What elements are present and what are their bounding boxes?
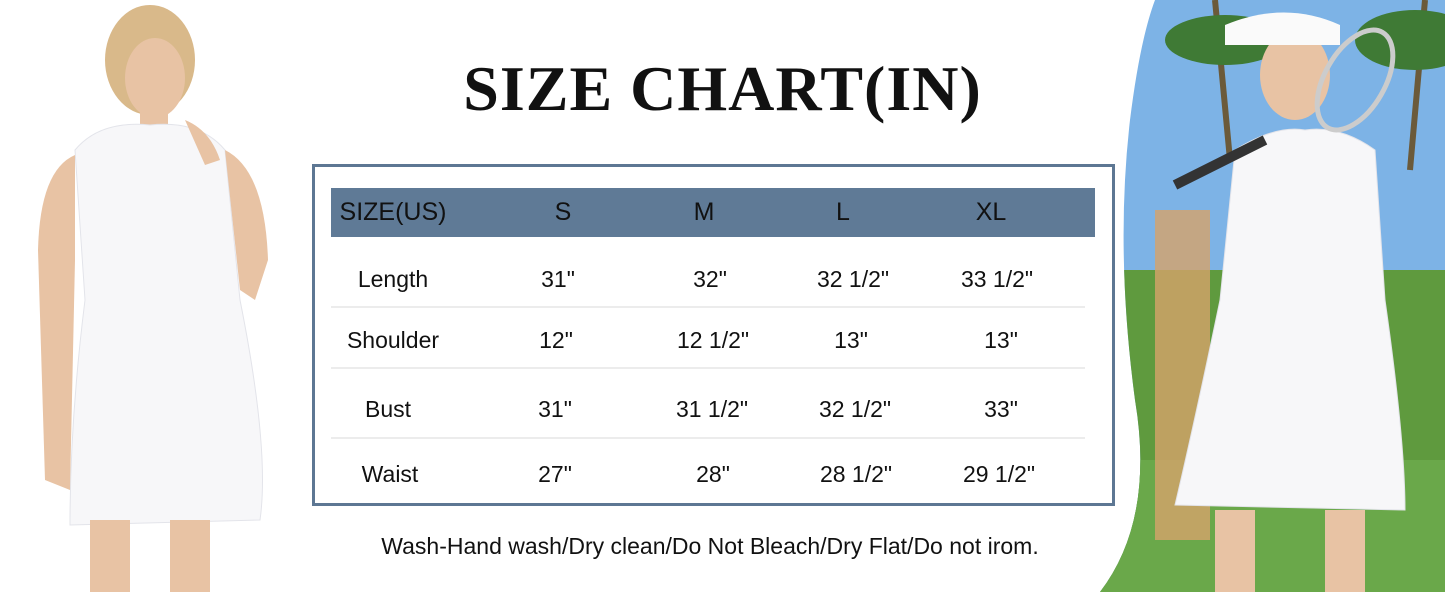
cell-value: 12 1/2"	[676, 327, 750, 353]
page-title: SIZE CHART(IN)	[463, 53, 982, 124]
row-divider	[331, 306, 1085, 308]
cell-value: 29 1/2"	[962, 461, 1036, 487]
cell-value: 13"	[984, 327, 1018, 353]
cell-value: 32"	[693, 266, 727, 292]
header-xl: XL	[975, 198, 1007, 226]
cell-value: 28"	[696, 461, 730, 487]
cell-value: 27"	[538, 461, 572, 487]
row-label: Bust	[364, 396, 412, 422]
header-s: S	[554, 198, 572, 226]
care-instructions: Wash-Hand wash/Dry clean/Do Not Bleach/D…	[381, 533, 1039, 559]
row-label: Waist	[361, 461, 419, 487]
model-photo-right	[1100, 0, 1445, 592]
cell-value: 12"	[539, 327, 573, 353]
row-divider	[331, 437, 1085, 439]
row-label: Shoulder	[346, 327, 440, 353]
size-chart-table: SIZE(US) S M L XL Length 31" 32" 32 1/2"…	[312, 164, 1115, 506]
header-l: L	[836, 198, 850, 226]
cell-value: 13"	[834, 327, 868, 353]
cell-value: 32 1/2"	[818, 396, 892, 422]
cell-value: 32 1/2"	[816, 266, 890, 292]
cell-value: 28 1/2"	[819, 461, 893, 487]
row-divider	[331, 367, 1085, 369]
header-m: M	[693, 198, 715, 226]
row-label: Length	[357, 266, 429, 292]
header-size-us: SIZE(US)	[339, 198, 447, 226]
table-header-row: SIZE(US) S M L XL	[331, 188, 1095, 237]
cell-value: 31"	[541, 266, 575, 292]
cell-value: 33"	[984, 396, 1018, 422]
cell-value: 31"	[538, 396, 572, 422]
cell-value: 31 1/2"	[675, 396, 749, 422]
cell-value: 33 1/2"	[960, 266, 1034, 292]
model-photo-left	[38, 5, 268, 592]
